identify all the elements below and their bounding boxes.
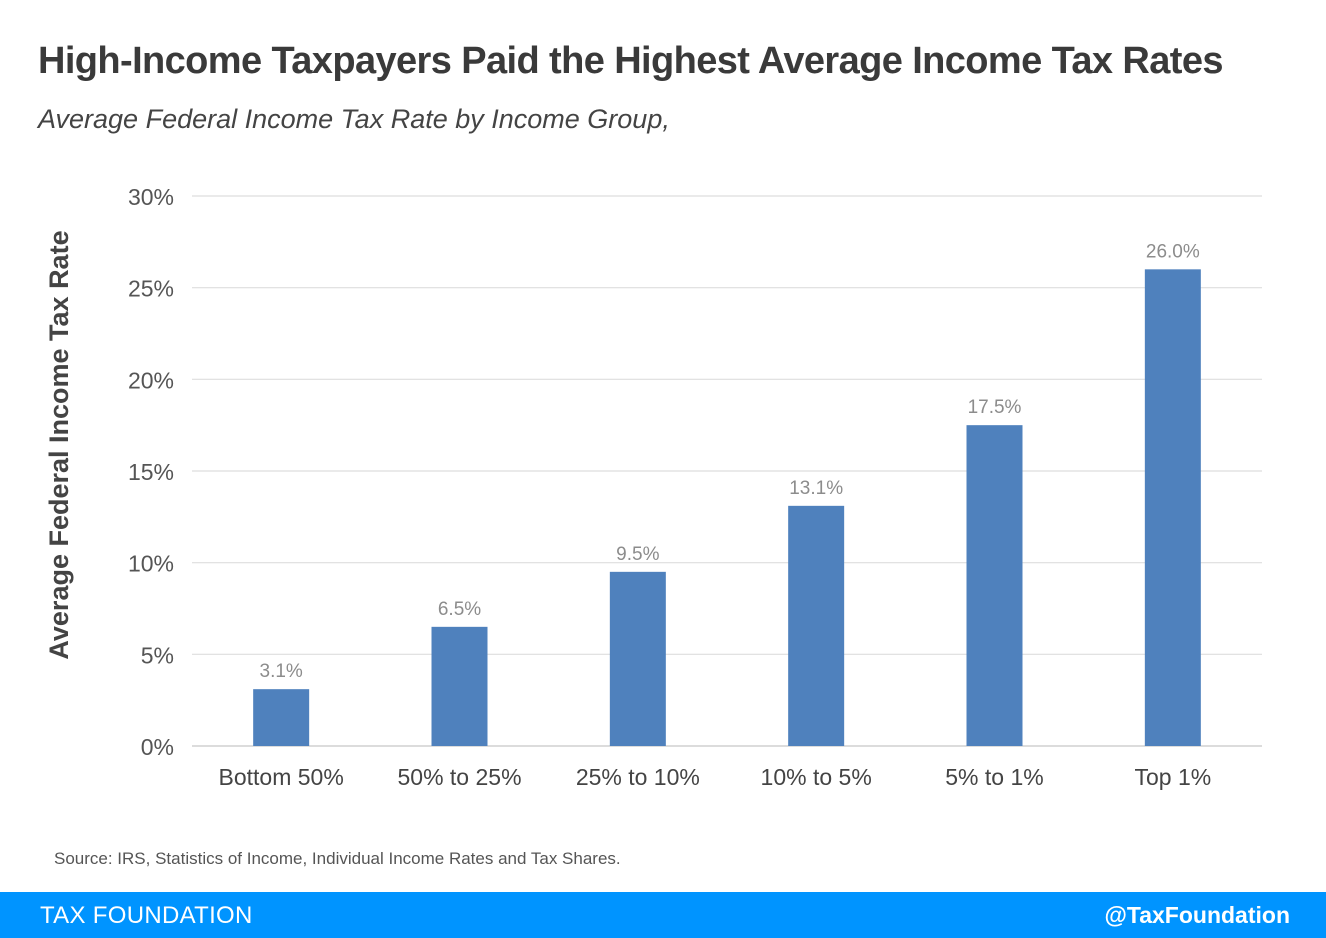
x-tick-label: Bottom 50%	[219, 764, 344, 790]
value-labels: 3.1% 6.5% 9.5% 13.1% 17.5% 26.0%	[260, 241, 1200, 682]
value-label: 3.1%	[260, 661, 303, 682]
footer-handle[interactable]: @TaxFoundation	[1104, 902, 1290, 928]
value-label: 9.5%	[616, 544, 659, 565]
x-tick-label: Top 1%	[1134, 764, 1211, 790]
bar	[609, 571, 666, 746]
x-tick-label: 50% to 25%	[397, 764, 521, 790]
bar	[966, 425, 1023, 746]
y-tick-label: 30%	[128, 184, 174, 210]
bar	[431, 626, 488, 746]
y-tick-label: 15%	[128, 459, 174, 485]
footer-bar: TAX FOUNDATION @TaxFoundation	[0, 892, 1326, 938]
bar	[788, 505, 845, 746]
bar	[1144, 269, 1201, 746]
value-label: 26.0%	[1146, 241, 1200, 262]
y-tick-label: 5%	[141, 642, 174, 668]
gridlines	[192, 195, 1262, 747]
y-tick-labels: 0% 5% 10% 15% 20% 25% 30%	[128, 184, 174, 760]
x-tick-labels: Bottom 50% 50% to 25% 25% to 10% 10% to 5% 5…	[219, 764, 1212, 790]
bar-chart: 0% 5% 10% 15% 20% 25% 30% 3.1% 6.5% 9.5% 13.1% 17.…	[44, 184, 1262, 790]
y-tick-label: 25%	[128, 276, 174, 302]
y-tick-label: 0%	[141, 734, 174, 760]
source-note: Source: IRS, Statistics of Income, Indiv…	[54, 849, 621, 868]
value-label: 13.1%	[789, 478, 843, 499]
y-axis-label: Average Federal Income Tax Rate	[44, 230, 74, 659]
value-label: 6.5%	[438, 599, 481, 620]
footer-brand: TAX FOUNDATION	[40, 902, 253, 929]
value-label: 17.5%	[968, 397, 1022, 418]
y-tick-label: 20%	[128, 367, 174, 393]
chart-title: High-Income Taxpayers Paid the Highest A…	[38, 40, 1224, 82]
x-tick-label: 25% to 10%	[576, 764, 700, 790]
x-tick-label: 5% to 1%	[945, 764, 1043, 790]
x-tick-label: 10% to 5%	[761, 764, 872, 790]
bars	[253, 269, 1201, 746]
y-tick-label: 10%	[128, 551, 174, 577]
bar	[253, 689, 310, 746]
chart-subtitle: Average Federal Income Tax Rate by Incom…	[38, 104, 670, 134]
